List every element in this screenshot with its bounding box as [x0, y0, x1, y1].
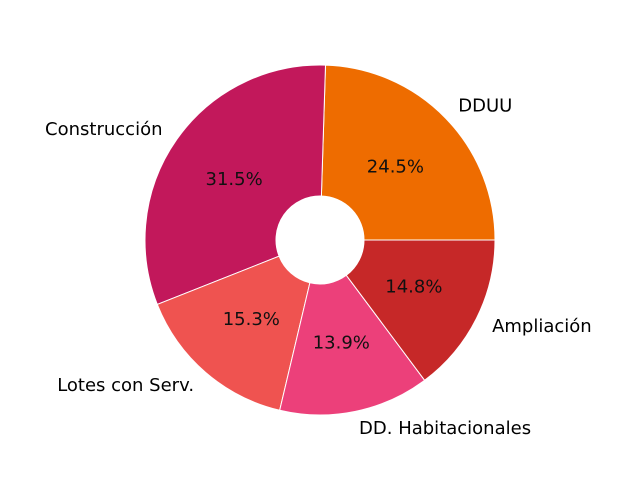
slice-percent-construccion: 31.5%	[206, 169, 263, 190]
pie-slice-dduu	[320, 64, 496, 241]
slice-label-ampliacion: Ampliación	[492, 316, 592, 337]
slice-percent-dduu: 24.5%	[367, 156, 424, 177]
slice-label-lotes-con-serv: Lotes con Serv.	[57, 375, 194, 396]
pie-slice-ampliacion	[345, 239, 496, 381]
slice-percent-ampliacion: 14.8%	[385, 277, 442, 298]
slice-label-dduu: DDUU	[458, 96, 512, 117]
pie-slice-construccion	[144, 64, 327, 306]
slice-label-construccion: Construcción	[45, 119, 162, 140]
slice-percent-lotes-con-serv: 15.3%	[223, 309, 280, 330]
pie-slice-dd-habitacionales	[279, 274, 426, 416]
slice-label-dd-habitacionales: DD. Habitacionales	[359, 418, 531, 439]
pie-slice-lotes-con-serv	[156, 255, 311, 411]
slice-percent-dd-habitacionales: 13.9%	[313, 332, 370, 353]
